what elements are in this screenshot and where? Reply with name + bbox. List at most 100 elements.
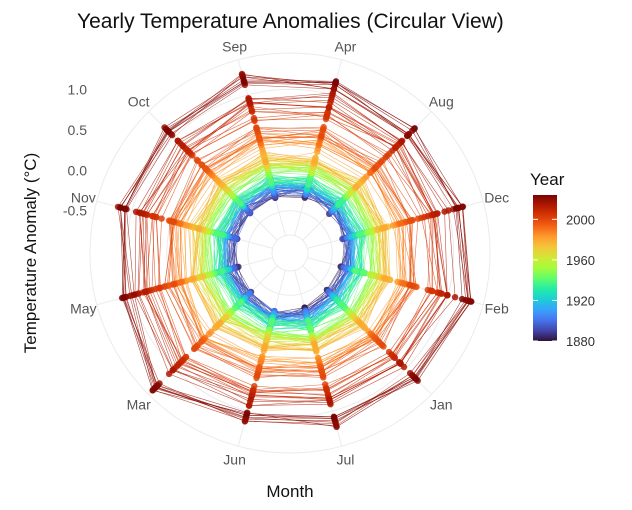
data-point bbox=[381, 224, 388, 231]
month-label: May bbox=[70, 300, 96, 316]
data-point bbox=[179, 142, 187, 150]
month-label: Feb bbox=[485, 300, 509, 316]
data-point bbox=[434, 210, 441, 217]
data-point bbox=[237, 299, 244, 306]
data-point bbox=[318, 132, 325, 140]
polar-grid bbox=[89, 52, 491, 454]
data-point bbox=[368, 271, 376, 279]
data-point bbox=[307, 326, 314, 333]
y-tick-label: 0.5 bbox=[68, 122, 88, 138]
legend-colorbar bbox=[533, 195, 557, 341]
grid-ring bbox=[247, 210, 333, 296]
data-point bbox=[256, 134, 263, 142]
data-point bbox=[377, 158, 385, 166]
data-point bbox=[190, 345, 198, 353]
month-label: Sep bbox=[222, 38, 247, 54]
data-point bbox=[261, 344, 268, 351]
data-point bbox=[158, 215, 165, 222]
month-label: Dec bbox=[484, 190, 509, 206]
data-point bbox=[325, 104, 333, 112]
data-point bbox=[149, 387, 156, 394]
month-label: Aug bbox=[429, 94, 454, 110]
data-point bbox=[268, 317, 275, 324]
data-point bbox=[240, 78, 248, 85]
data-point bbox=[248, 106, 255, 114]
data-point bbox=[409, 216, 416, 224]
data-point bbox=[330, 413, 338, 420]
data-point bbox=[217, 319, 224, 326]
data-point bbox=[188, 276, 196, 283]
month-label: Oct bbox=[128, 94, 150, 110]
grid-inner-ring bbox=[271, 234, 309, 272]
data-point bbox=[438, 290, 446, 297]
data-point bbox=[132, 208, 140, 215]
data-point bbox=[305, 317, 312, 325]
month-label: Mar bbox=[127, 396, 151, 412]
data-point bbox=[245, 96, 253, 104]
data-point bbox=[237, 200, 244, 207]
data-point bbox=[397, 220, 404, 227]
legend-tick-label: 1880 bbox=[566, 334, 595, 349]
data-point bbox=[222, 314, 229, 321]
data-point bbox=[312, 346, 320, 353]
data-point bbox=[332, 79, 339, 86]
data-point bbox=[198, 161, 206, 169]
data-point bbox=[382, 275, 389, 282]
data-point bbox=[323, 114, 330, 121]
data-point bbox=[319, 126, 327, 134]
data-point bbox=[451, 294, 459, 301]
data-point bbox=[326, 399, 334, 406]
data-point bbox=[198, 338, 205, 345]
month-label: Apr bbox=[335, 38, 357, 54]
data-point bbox=[411, 125, 418, 132]
data-point bbox=[247, 396, 254, 403]
color-legend: Year 1880 1920 1960 2000 bbox=[530, 170, 595, 349]
legend-tick-label: 1920 bbox=[566, 293, 595, 308]
legend-tick-label: 2000 bbox=[566, 212, 595, 227]
data-point bbox=[424, 212, 431, 220]
y-axis-title: Temperature Anomaly (°C) bbox=[21, 153, 40, 353]
data-point bbox=[245, 402, 253, 409]
data-point bbox=[412, 375, 419, 382]
data-point bbox=[184, 147, 191, 154]
data-point bbox=[444, 291, 451, 299]
data-point bbox=[141, 288, 149, 295]
data-point bbox=[333, 423, 340, 430]
data-point bbox=[267, 178, 275, 185]
data-point bbox=[396, 359, 404, 367]
data-point bbox=[459, 203, 466, 210]
month-label: Jan bbox=[430, 396, 453, 412]
data-point bbox=[170, 218, 177, 225]
data-point bbox=[311, 157, 318, 164]
data-point bbox=[169, 367, 176, 374]
legend-ticks: 1880 1920 1960 2000 bbox=[533, 212, 595, 349]
data-point bbox=[353, 183, 360, 190]
data-point bbox=[459, 295, 466, 303]
data-point bbox=[165, 128, 172, 135]
legend-title: Year bbox=[530, 170, 565, 189]
data-point bbox=[149, 212, 156, 220]
data-point bbox=[371, 164, 379, 172]
data-point bbox=[117, 204, 124, 211]
data-point bbox=[445, 207, 452, 214]
data-point bbox=[196, 225, 203, 232]
data-point bbox=[427, 287, 434, 294]
data-point bbox=[254, 371, 261, 378]
legend-tick-label: 1960 bbox=[566, 253, 595, 268]
data-point bbox=[401, 280, 408, 287]
data-point bbox=[409, 282, 416, 290]
data-point bbox=[452, 205, 460, 212]
data-point bbox=[391, 354, 398, 361]
data-point bbox=[355, 231, 363, 238]
data-point bbox=[397, 138, 405, 146]
data-point bbox=[243, 410, 251, 417]
data-point bbox=[360, 269, 367, 276]
data-point bbox=[352, 267, 359, 274]
data-point bbox=[131, 291, 138, 298]
month-labels: Apr Aug Dec Feb Jan Jul Jun Mar May Nov Oct Sep bbox=[70, 38, 509, 467]
data-point bbox=[194, 157, 202, 165]
data-point bbox=[305, 180, 312, 188]
data-point bbox=[170, 281, 177, 288]
month-label: Jun bbox=[223, 452, 246, 468]
